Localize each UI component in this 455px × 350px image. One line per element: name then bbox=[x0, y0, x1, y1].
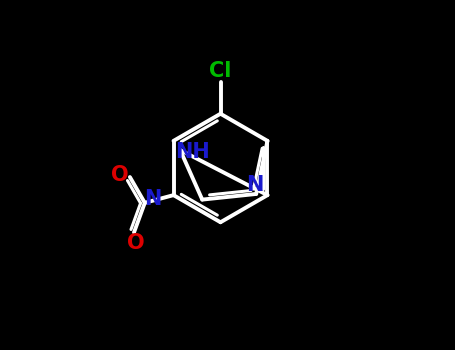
Text: O: O bbox=[111, 165, 128, 185]
Text: N: N bbox=[246, 175, 263, 195]
Text: N: N bbox=[144, 189, 161, 209]
Text: Cl: Cl bbox=[209, 61, 232, 81]
Text: O: O bbox=[127, 233, 145, 253]
Text: NH: NH bbox=[175, 142, 210, 162]
